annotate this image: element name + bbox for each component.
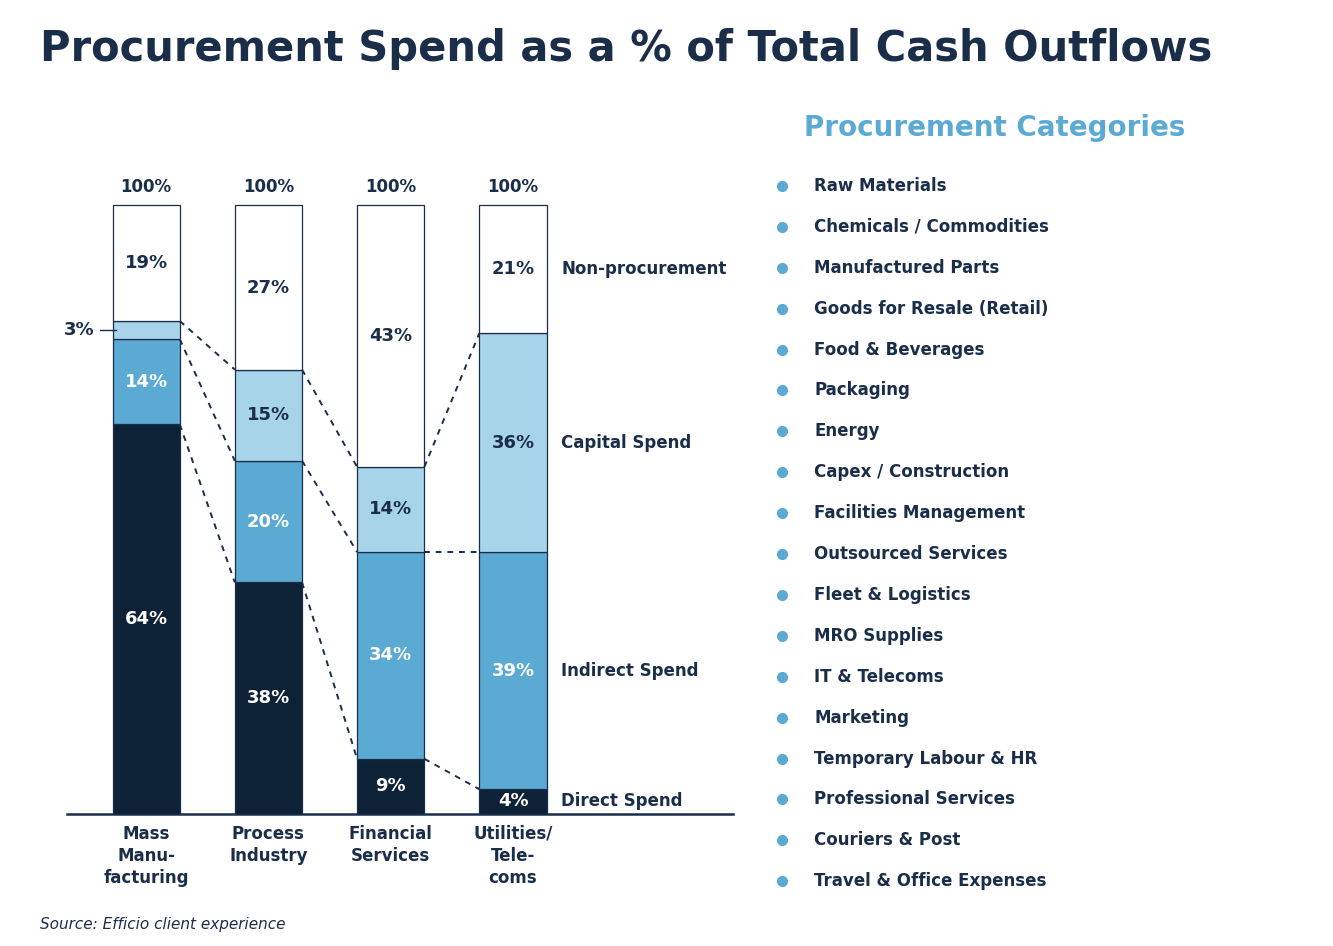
Text: Raw Materials: Raw Materials [814, 177, 946, 195]
Text: Non-procurement: Non-procurement [561, 260, 726, 278]
Text: Packaging: Packaging [814, 381, 910, 399]
Text: Capital Spend: Capital Spend [561, 433, 692, 451]
Text: Marketing: Marketing [814, 709, 909, 727]
Text: 38%: 38% [247, 689, 291, 707]
Bar [112, 321, 180, 340]
Text: 100%: 100% [243, 178, 295, 197]
Text: Indirect Spend: Indirect Spend [561, 661, 698, 679]
Bar [480, 552, 547, 789]
Text: Capex / Construction: Capex / Construction [814, 464, 1009, 482]
Text: 4%: 4% [497, 793, 528, 811]
Bar [357, 759, 424, 814]
Text: Outsourced Services: Outsourced Services [814, 545, 1008, 563]
Text: 100%: 100% [488, 178, 539, 197]
Bar [235, 583, 303, 814]
Text: 43%: 43% [369, 327, 412, 345]
Text: Source: Efficio client experience: Source: Efficio client experience [40, 917, 285, 932]
Text: 34%: 34% [369, 646, 412, 664]
Text: 3%: 3% [64, 321, 95, 339]
Bar [480, 789, 547, 814]
Bar [357, 552, 424, 759]
Bar [112, 425, 180, 814]
Text: Manufactured Parts: Manufactured Parts [814, 259, 1000, 277]
Bar [357, 467, 424, 552]
Bar [235, 205, 303, 370]
Bar [480, 333, 547, 552]
Text: 14%: 14% [124, 373, 168, 391]
Text: Travel & Office Expenses: Travel & Office Expenses [814, 872, 1046, 890]
Text: Goods for Resale (Retail): Goods for Resale (Retail) [814, 300, 1049, 318]
Text: Procurement Spend as a % of Total Cash Outflows: Procurement Spend as a % of Total Cash O… [40, 28, 1212, 70]
Text: 21%: 21% [492, 260, 535, 278]
Text: Direct Spend: Direct Spend [561, 793, 682, 811]
Text: Professional Services: Professional Services [814, 791, 1016, 809]
Text: Temporary Labour & HR: Temporary Labour & HR [814, 749, 1037, 767]
Text: Facilities Management: Facilities Management [814, 504, 1025, 522]
Bar [235, 461, 303, 583]
Bar [480, 205, 547, 333]
Bar [112, 205, 180, 321]
Text: Procurement Categories: Procurement Categories [804, 114, 1185, 143]
Text: 20%: 20% [247, 513, 291, 531]
Text: Energy: Energy [814, 422, 880, 441]
Text: Food & Beverages: Food & Beverages [814, 341, 985, 359]
Bar [357, 205, 424, 467]
Text: 19%: 19% [124, 254, 168, 272]
Text: IT & Telecoms: IT & Telecoms [814, 668, 944, 686]
Text: 14%: 14% [369, 500, 412, 518]
Bar [235, 370, 303, 461]
Text: 15%: 15% [247, 406, 291, 424]
Text: Couriers & Post: Couriers & Post [814, 832, 961, 850]
Text: 39%: 39% [492, 661, 535, 679]
Text: Fleet & Logistics: Fleet & Logistics [814, 586, 970, 604]
Text: 64%: 64% [124, 610, 168, 628]
Text: 27%: 27% [247, 278, 291, 296]
Bar [112, 340, 180, 425]
Text: 100%: 100% [120, 178, 172, 197]
Text: 100%: 100% [365, 178, 416, 197]
Text: Chemicals / Commodities: Chemicals / Commodities [814, 218, 1049, 236]
Text: 36%: 36% [492, 433, 535, 451]
Text: MRO Supplies: MRO Supplies [814, 627, 944, 645]
Text: 9%: 9% [376, 778, 407, 796]
